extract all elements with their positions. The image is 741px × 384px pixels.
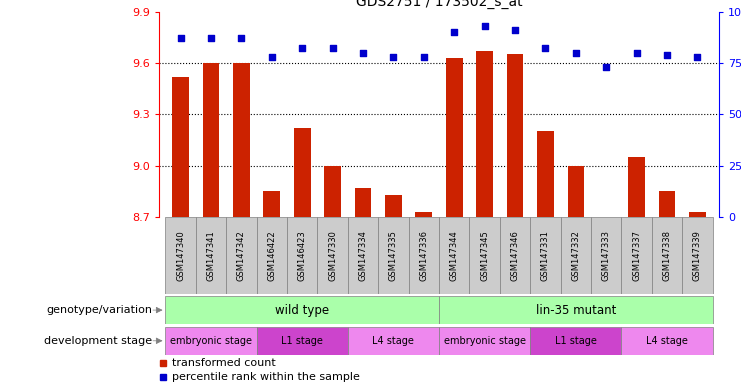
Bar — [652, 217, 682, 294]
Bar — [507, 54, 523, 217]
Bar — [348, 217, 378, 294]
Text: GSM147339: GSM147339 — [693, 230, 702, 281]
Text: GSM147342: GSM147342 — [237, 230, 246, 281]
Bar — [202, 63, 219, 217]
Bar — [317, 217, 348, 294]
Point — [661, 51, 673, 58]
Text: L4 stage: L4 stage — [646, 336, 688, 346]
Text: GSM147333: GSM147333 — [602, 230, 611, 281]
Bar — [622, 217, 652, 294]
Bar — [348, 327, 439, 355]
Bar — [172, 76, 189, 217]
Text: L1 stage: L1 stage — [555, 336, 597, 346]
Bar — [408, 217, 439, 294]
Text: GSM147344: GSM147344 — [450, 230, 459, 281]
Text: GSM147334: GSM147334 — [359, 230, 368, 281]
Bar — [233, 63, 250, 217]
Bar — [531, 217, 561, 294]
Point — [205, 35, 217, 41]
Text: L4 stage: L4 stage — [373, 336, 414, 346]
Point — [388, 54, 399, 60]
Text: wild type: wild type — [275, 304, 329, 316]
Text: lin-35 mutant: lin-35 mutant — [536, 304, 616, 316]
Text: GSM147346: GSM147346 — [511, 230, 519, 281]
Bar — [446, 58, 462, 217]
Bar — [537, 131, 554, 217]
Point — [236, 35, 247, 41]
Text: GSM147331: GSM147331 — [541, 230, 550, 281]
Bar — [439, 296, 713, 324]
Text: GSM146423: GSM146423 — [298, 230, 307, 281]
Point — [539, 45, 551, 51]
Bar — [682, 217, 713, 294]
Bar — [325, 166, 341, 217]
Point — [266, 54, 278, 60]
Text: GSM147345: GSM147345 — [480, 230, 489, 281]
Text: GSM147341: GSM147341 — [207, 230, 216, 281]
Point — [631, 50, 642, 56]
Text: L1 stage: L1 stage — [282, 336, 323, 346]
Text: transformed count: transformed count — [172, 358, 276, 368]
Point — [448, 29, 460, 35]
Bar — [385, 195, 402, 217]
Bar — [165, 217, 196, 294]
Bar — [287, 217, 317, 294]
Bar — [689, 212, 706, 217]
Bar — [256, 217, 287, 294]
Bar — [439, 327, 531, 355]
Bar — [165, 327, 256, 355]
Bar — [531, 327, 622, 355]
Text: genotype/variation: genotype/variation — [46, 305, 152, 315]
Bar — [659, 191, 676, 217]
Point — [327, 45, 339, 51]
Text: GSM147335: GSM147335 — [389, 230, 398, 281]
Bar — [568, 166, 584, 217]
Bar — [500, 217, 531, 294]
Bar — [264, 191, 280, 217]
Text: embryonic stage: embryonic stage — [170, 336, 252, 346]
Text: GSM147330: GSM147330 — [328, 230, 337, 281]
Point — [691, 54, 703, 60]
Text: development stage: development stage — [44, 336, 152, 346]
Text: embryonic stage: embryonic stage — [444, 336, 525, 346]
Bar — [622, 327, 713, 355]
Bar — [256, 327, 348, 355]
Bar — [196, 217, 226, 294]
Point — [600, 64, 612, 70]
Text: GSM147340: GSM147340 — [176, 230, 185, 281]
Bar — [561, 217, 591, 294]
Point — [296, 45, 308, 51]
Point — [509, 27, 521, 33]
Text: GSM147337: GSM147337 — [632, 230, 641, 281]
Bar — [165, 296, 439, 324]
Point — [175, 35, 187, 41]
Title: GDS2751 / 173502_s_at: GDS2751 / 173502_s_at — [356, 0, 522, 9]
Bar — [294, 128, 310, 217]
Bar — [476, 51, 493, 217]
Point — [418, 54, 430, 60]
Bar — [378, 217, 408, 294]
Bar — [628, 157, 645, 217]
Point — [479, 23, 491, 29]
Text: GSM146422: GSM146422 — [268, 230, 276, 281]
Bar — [591, 217, 622, 294]
Bar — [439, 217, 470, 294]
Bar — [470, 217, 500, 294]
Text: GSM147336: GSM147336 — [419, 230, 428, 281]
Text: percentile rank within the sample: percentile rank within the sample — [172, 372, 360, 382]
Text: GSM147332: GSM147332 — [571, 230, 580, 281]
Point — [357, 50, 369, 56]
Point — [570, 50, 582, 56]
Bar — [416, 212, 432, 217]
Bar — [355, 188, 371, 217]
Bar — [226, 217, 256, 294]
Text: GSM147338: GSM147338 — [662, 230, 671, 281]
